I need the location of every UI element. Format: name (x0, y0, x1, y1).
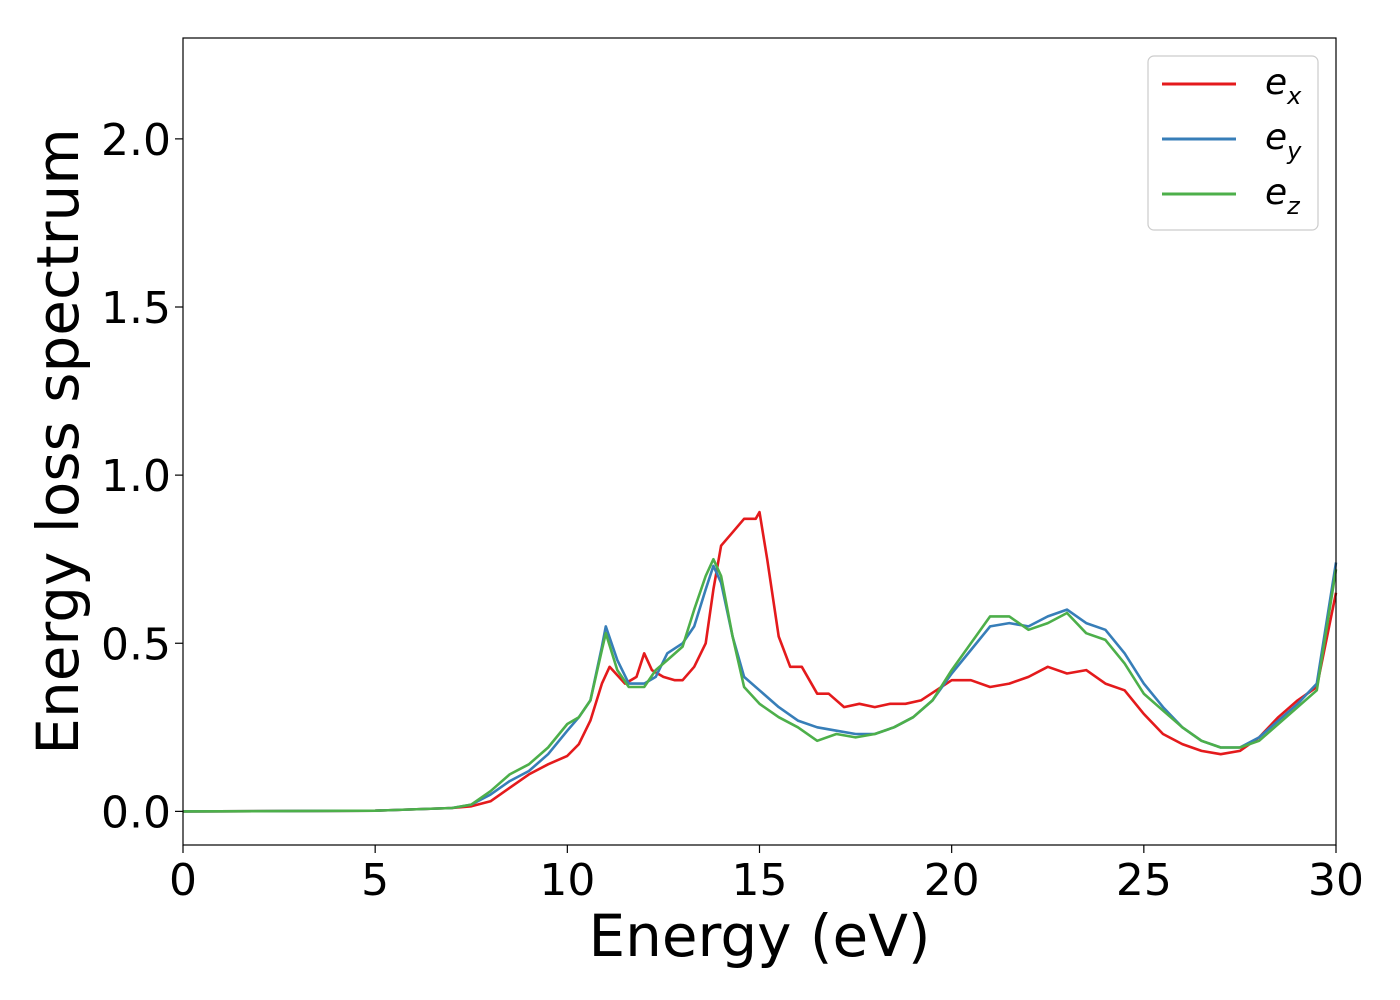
x-tick-label: 25 (1116, 855, 1172, 906)
series-layer (182, 510, 1338, 813)
y-tick-label: 1.5 (101, 283, 171, 334)
series-line-z (182, 557, 1338, 813)
series-line-x (182, 510, 1338, 813)
x-axis-label: Energy (eV) (588, 902, 930, 970)
y-axis-label: Energy loss spectrum (24, 128, 92, 754)
x-tick-label: 15 (732, 855, 788, 906)
x-tick-label: 0 (169, 855, 197, 906)
x-tick-label: 5 (361, 855, 389, 906)
x-tick-label: 20 (924, 855, 980, 906)
x-tick-label: 10 (539, 855, 595, 906)
y-tick-label: 0.0 (101, 787, 171, 838)
y-tick-label: 2.0 (101, 115, 171, 166)
legend-label-y: ey (1265, 117, 1302, 165)
y-tick-label: 1.0 (101, 451, 171, 502)
legend: ex ey ez (1147, 55, 1319, 231)
x-axis-ticks: 0 5 10 15 20 25 30 (169, 845, 1364, 906)
legend-label-z: ez (1265, 172, 1301, 220)
legend-label-x: ex (1265, 62, 1302, 110)
x-tick-label: 30 (1308, 855, 1364, 906)
y-axis-ticks: 0.0 0.5 1.0 1.5 2.0 (101, 115, 183, 838)
y-tick-label: 0.5 (101, 619, 171, 670)
legend-box (1147, 55, 1319, 231)
